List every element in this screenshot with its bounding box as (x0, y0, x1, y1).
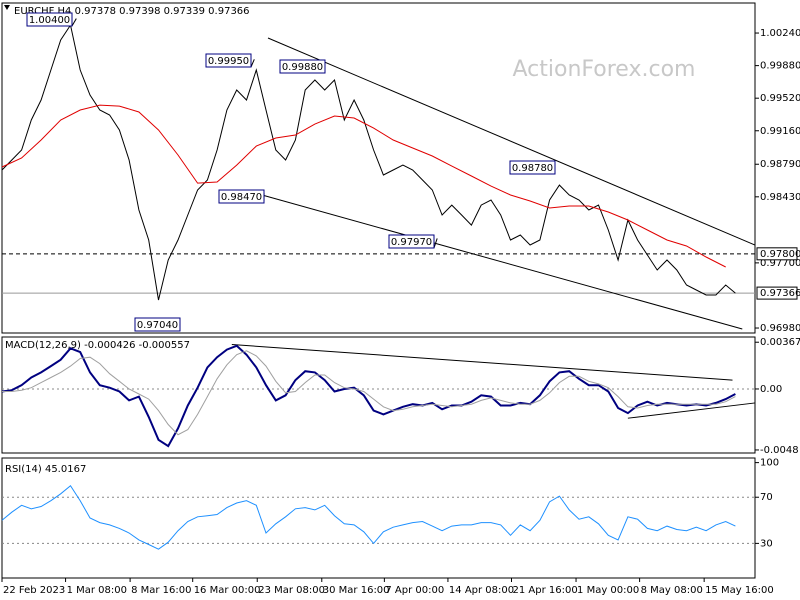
series-line (1, 344, 736, 448)
x-tick-label: 23 Mar 08:00 (258, 585, 325, 596)
trendline (231, 343, 733, 381)
panel-frame (1, 457, 756, 579)
panel-icon (4, 5, 10, 10)
annotation-box (509, 160, 556, 175)
annotation-label: 0.97040 (137, 320, 178, 331)
annotation-box (26, 12, 73, 27)
y-tick-label: 1.00240 (760, 28, 800, 39)
annotation-box (134, 317, 181, 332)
trendline (627, 402, 756, 419)
y-tick-label: 0.96980 (760, 323, 800, 334)
x-tick-label: 21 Apr 16:00 (512, 585, 577, 596)
y-tick-label: 0.97700 (760, 258, 800, 269)
x-tick-label: 22 Feb 2023 (3, 585, 65, 596)
x-tick-label: 16 Mar 00:00 (194, 585, 261, 596)
y-tick-label: 0.99520 (760, 93, 800, 104)
panel-frame (1, 2, 756, 334)
annotation-box (279, 59, 326, 74)
price-label: 0.97800 (760, 249, 800, 260)
annotation-box (218, 189, 265, 204)
y-tick-label: 0.98430 (760, 192, 800, 203)
y-tick-label: 30 (760, 538, 773, 549)
y-tick-label: 100 (760, 458, 779, 469)
annotation-connector (71, 18, 77, 27)
annotation-label: 0.98780 (512, 163, 553, 174)
x-tick-label: 7 Apr 00:00 (385, 585, 444, 596)
x-tick-label: 30 Mar 16:00 (323, 585, 390, 596)
y-tick-label: 0.99880 (760, 61, 800, 72)
price-label-box (756, 286, 798, 300)
x-tick-label: 8 May 08:00 (641, 585, 703, 596)
price-label: 0.97366 (760, 288, 800, 299)
y-tick-label: 0.00 (760, 384, 782, 395)
x-tick-label: 15 May 16:00 (705, 585, 774, 596)
x-tick-label: 8 Mar 16:00 (131, 585, 191, 596)
annotation-connector (433, 238, 438, 249)
annotation-label: 0.99950 (208, 56, 249, 67)
annotation-label: 0.97970 (391, 237, 432, 248)
series-line (1, 23, 736, 301)
y-tick-label: -0.0048 (760, 445, 799, 456)
x-tick-label: 1 May 00:00 (577, 585, 639, 596)
y-tick-label: 70 (760, 492, 773, 503)
annotation-label: 0.98470 (221, 192, 262, 203)
annotation-box (205, 53, 252, 68)
rsi-title: RSI(14) 45.0167 (5, 464, 86, 475)
x-tick-label: 14 Apr 08:00 (449, 585, 514, 596)
trendline (267, 37, 756, 246)
watermark: ActionForex.com (513, 57, 696, 82)
chart-title: EURCHF,H4 0.97378 0.97398 0.97339 0.9736… (14, 6, 250, 17)
annotation-label: 0.99880 (282, 62, 323, 73)
price-label-box (756, 247, 798, 261)
x-tick-label: 1 Mar 08:00 (67, 585, 127, 596)
annotation-label: 1.00400 (29, 15, 70, 26)
panel-frame (1, 336, 756, 454)
series-line (2, 350, 736, 436)
y-tick-label: 0.98790 (760, 159, 800, 170)
series-line (1, 104, 726, 268)
trendline (261, 194, 743, 330)
series-line (1, 484, 736, 550)
y-tick-label: 0.99160 (760, 126, 800, 137)
y-tick-label: 0.003679 (760, 337, 800, 348)
annotation-box (388, 234, 435, 249)
macd-title: MACD(12,26,9) -0.000426 -0.000557 (5, 340, 190, 351)
annotation-connector (250, 59, 255, 68)
